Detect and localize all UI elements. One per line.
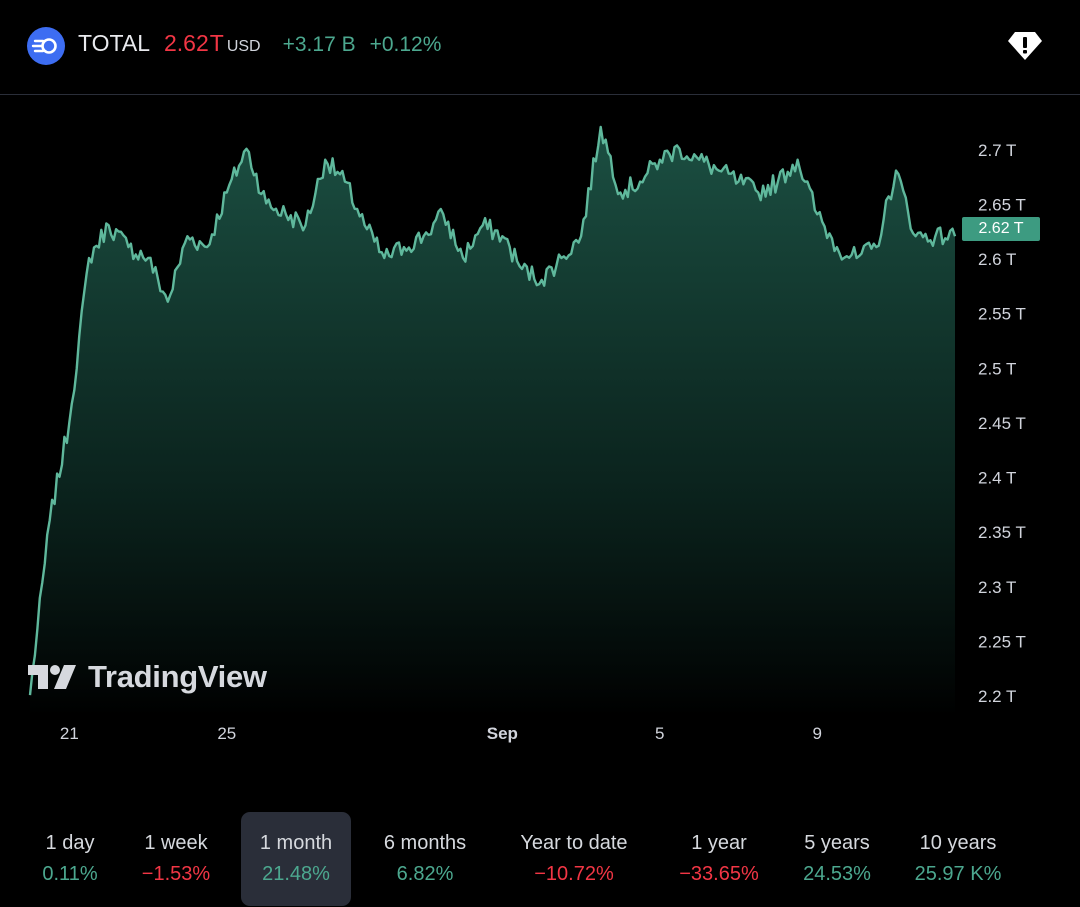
- tradingview-logo[interactable]: TradingView: [28, 659, 267, 695]
- last-price: 2.62: [164, 30, 209, 56]
- period-change: 24.53%: [803, 863, 871, 885]
- period-label: 1 month: [259, 832, 333, 854]
- period-label: 1 day: [45, 832, 95, 854]
- price-change-percent: +0.12%: [369, 33, 442, 56]
- period-change: 21.48%: [262, 863, 330, 885]
- period-6-months[interactable]: 6 months 6.82%: [365, 812, 485, 906]
- logo-text: TradingView: [88, 659, 267, 694]
- period-label: 6 months: [383, 832, 467, 854]
- x-tick-label: 9: [812, 724, 821, 743]
- y-tick-label: 2.65 T: [978, 195, 1026, 214]
- y-tick-label: 2.2 T: [978, 687, 1016, 706]
- period-1-month[interactable]: 1 month 21.48%: [241, 812, 351, 906]
- period-label: 10 years: [919, 832, 997, 854]
- period-label: 1 year: [691, 832, 747, 854]
- price-change: +3.17 B: [282, 33, 356, 56]
- currency-label: USD: [226, 38, 261, 55]
- tradingview-logo-icon: [28, 665, 76, 689]
- y-tick-label: 2.7 T: [978, 141, 1016, 160]
- y-tick-label: 2.3 T: [978, 578, 1016, 597]
- period-change: 6.82%: [396, 863, 454, 885]
- period-10-years[interactable]: 10 years 25.97 K%: [903, 812, 1013, 906]
- quote-summary: TOTAL 2.62 T USD +3.17 B +0.12%: [78, 30, 441, 62]
- x-tick-label: 5: [655, 724, 664, 743]
- series-line: [28, 125, 957, 696]
- period-5-years[interactable]: 5 years 24.53%: [787, 812, 887, 906]
- period-change: −33.65%: [679, 863, 759, 885]
- period-label: Year to date: [520, 832, 628, 854]
- period-1-week[interactable]: 1 week −1.53%: [126, 812, 226, 906]
- last-value-label: 2.62 T: [962, 217, 1040, 241]
- period-1-day[interactable]: 1 day 0.11%: [24, 812, 116, 906]
- symbol-name[interactable]: TOTAL: [78, 30, 150, 56]
- crypto-market-cap-icon[interactable]: [27, 27, 65, 65]
- y-tick-label: 2.4 T: [978, 469, 1016, 488]
- y-tick-label: 2.5 T: [978, 359, 1016, 378]
- area-fill: [30, 126, 955, 716]
- x-tick-label: 25: [217, 724, 236, 743]
- period-label: 5 years: [804, 832, 870, 854]
- y-tick-label: 2.45 T: [978, 414, 1026, 433]
- period-change: 25.97 K%: [914, 863, 1002, 885]
- period-1-year[interactable]: 1 year −33.65%: [664, 812, 774, 906]
- period-change: 0.11%: [42, 863, 98, 885]
- price-chart[interactable]: 2.7 T 2.65 T 2.6 T 2.55 T 2.5 T 2.45 T 2.4 T 2.…: [0, 96, 1080, 810]
- y-tick-label: 2.35 T: [978, 523, 1026, 542]
- period-label: 1 week: [144, 832, 208, 854]
- symbol-header: TOTAL 2.62 T USD +3.17 B +0.12%: [0, 0, 1080, 95]
- period-change: −1.53%: [141, 863, 211, 885]
- last-price-suffix: T: [209, 30, 224, 56]
- alert-gem-icon[interactable]: [1006, 27, 1044, 63]
- x-tick-label: Sep: [487, 724, 518, 743]
- performance-periods: 1 day 0.11% 1 week −1.53% 1 month 21.48% 6 mon…: [0, 810, 1080, 907]
- y-tick-label: 2.25 T: [978, 632, 1026, 651]
- y-tick-label: 2.6 T: [978, 250, 1016, 269]
- x-tick-label: 21: [60, 724, 79, 743]
- y-tick-label: 2.55 T: [978, 305, 1026, 324]
- period-change: −10.72%: [534, 863, 614, 885]
- period-year-to-date[interactable]: Year to date −10.72%: [501, 812, 647, 906]
